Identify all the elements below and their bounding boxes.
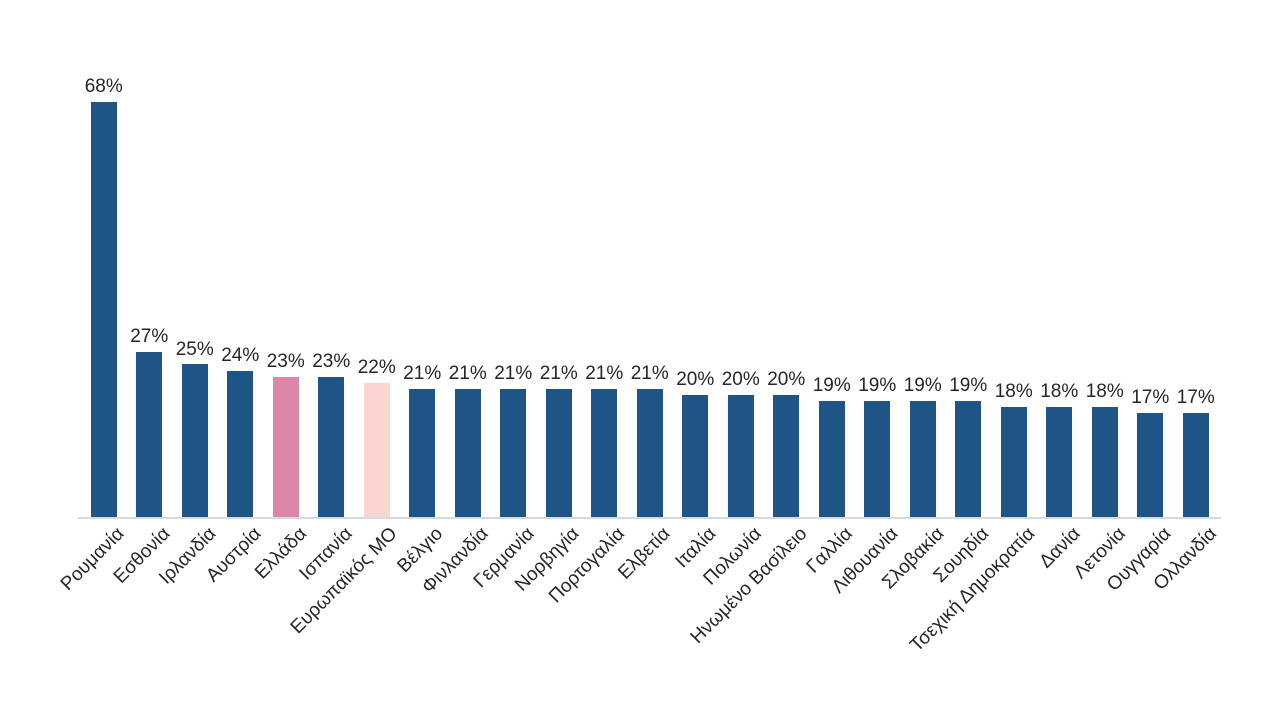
bar: [818, 401, 845, 517]
bar: [1182, 413, 1209, 517]
bar-column: 21% Γερμανία: [470, 0, 539, 592]
bar-column: 25% Ιρλανδία: [155, 0, 220, 589]
bar-column: 18% Δανία: [1035, 0, 1084, 572]
bar-value-label: 19%: [903, 375, 942, 397]
bar-value-label: 18%: [1085, 381, 1124, 403]
bar: [1046, 407, 1073, 517]
bar: [727, 394, 754, 517]
bar: [1000, 407, 1027, 517]
bar-value-label: 22%: [357, 356, 396, 378]
bar-column: 21% Ελβετία: [615, 0, 675, 584]
bar: [955, 401, 982, 517]
bar-value-label: 24%: [221, 344, 260, 366]
bar: [227, 370, 254, 517]
bar-column: 68% Ρουμανία: [57, 0, 129, 595]
bar-value-label: 20%: [676, 369, 715, 391]
bar-column: 18% Τσεχική Δημοκρατία: [906, 0, 1039, 656]
bar: [181, 364, 208, 517]
bar: [1091, 407, 1118, 517]
bar: [864, 401, 891, 517]
bar-column: 23% Ελλάδα: [251, 0, 311, 584]
bar-value-label: 23%: [266, 350, 305, 372]
bar-value-label: 18%: [994, 381, 1033, 403]
bar: [90, 102, 117, 517]
bar-value-label: 19%: [858, 375, 897, 397]
bar: [909, 401, 936, 517]
bar-value-label: 68%: [84, 76, 123, 98]
bar-value-label: 17%: [1131, 387, 1170, 409]
bar-value-label: 21%: [630, 362, 669, 384]
bar-column: 17% Ουγγαρία: [1103, 0, 1175, 595]
bar-column: 19% Γαλλία: [803, 0, 857, 577]
bar-column: 19% Σλοβακία: [878, 0, 948, 593]
bar-column: 20% Πολωνία: [700, 0, 766, 589]
bar-column: 19% Σουηδία: [930, 0, 994, 587]
bar: [454, 388, 481, 517]
bar-column: 21% Νορβηγία: [512, 0, 584, 596]
bar-column: 21% Βέλγιο: [394, 0, 448, 577]
bar: [545, 388, 572, 517]
bar-column: 21% Πορτογαλία: [545, 0, 629, 607]
bar-value-label: 17%: [1176, 387, 1215, 409]
bar-value-label: 19%: [812, 375, 851, 397]
bar-value-label: 18%: [1040, 381, 1079, 403]
bar-column: 21% Φινλανδία: [418, 0, 493, 598]
bar: [636, 388, 663, 517]
category-label: Ρουμανία: [57, 523, 129, 595]
bar: [272, 376, 299, 517]
x-axis-line: [78, 517, 1221, 519]
bar: [136, 352, 163, 517]
bar-column: 24% Αυστρία: [202, 0, 265, 587]
bar: [1137, 413, 1164, 517]
bar-column: 27% Εσθονία: [110, 0, 175, 587]
bar-column: 18% Λετονία: [1070, 0, 1130, 583]
bar-value-label: 21%: [585, 362, 624, 384]
bar: [591, 388, 618, 517]
bar-column: 22% Ευρωπαϊκός ΜΟ: [287, 0, 402, 638]
bar: [773, 394, 800, 517]
bar: [318, 376, 345, 517]
bar-column: 23% Ισπανία: [295, 0, 356, 585]
bar-value-label: 21%: [448, 362, 487, 384]
plot-area: 68% Ρουμανία 27% Εσθονία 25% Ιρλανδία 24% Αυστρ…: [57, 0, 1221, 656]
bar-value-label: 21%: [494, 362, 533, 384]
bar-column: 20% Ηνωμένο Βασίλειο: [687, 0, 812, 648]
bar-value-label: 19%: [949, 375, 988, 397]
bar-value-label: 25%: [175, 338, 214, 360]
bar-value-label: 20%: [721, 369, 760, 391]
bar-value-label: 27%: [130, 326, 169, 348]
bar-column: 19% Λιθουανία: [828, 0, 902, 597]
bar-value-label: 20%: [767, 369, 806, 391]
bar: [409, 388, 436, 517]
bar: [682, 394, 709, 517]
bar-column: 17% Ολλανδία: [1150, 0, 1221, 594]
bar: [500, 388, 527, 517]
bar-value-label: 21%: [539, 362, 578, 384]
bar-value-label: 21%: [403, 362, 442, 384]
bar-column: 20% Ιταλία: [671, 0, 720, 572]
bar: [363, 382, 390, 517]
bar-value-label: 23%: [312, 350, 351, 372]
